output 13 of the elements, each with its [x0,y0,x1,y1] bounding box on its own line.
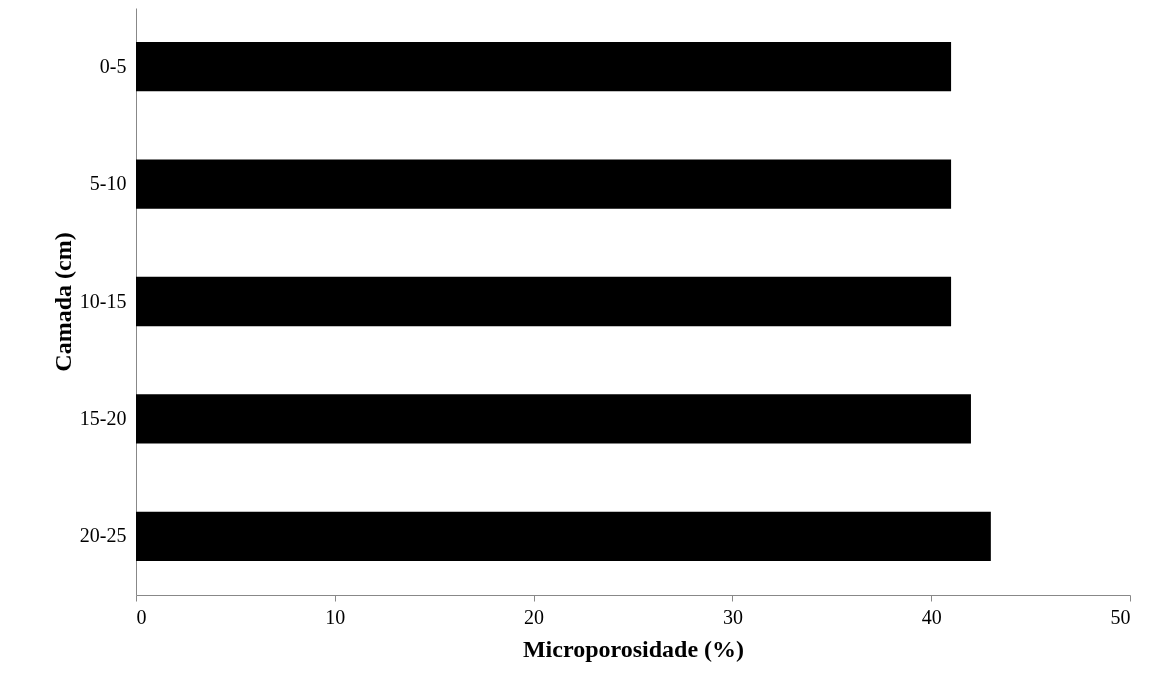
x-tick-label: 10 [325,605,346,628]
x-tick-label: 20 [524,605,545,628]
y-tick-label: 20-25 [79,524,127,547]
x-tick-label: 40 [921,605,942,628]
x-axis-title: Microporosidade (%) [522,635,745,662]
y-tick-label: 5-10 [89,172,127,195]
x-tick-label: 0 [136,605,147,628]
x-tick-label: 50 [1110,605,1131,628]
y-tick-label: 10-15 [79,289,127,312]
y-tick-label: 0-5 [99,54,127,77]
x-tick-label: 30 [722,605,743,628]
y-tick-label: 15-20 [79,406,127,429]
y-axis-title: Camada (cm) [49,232,76,372]
